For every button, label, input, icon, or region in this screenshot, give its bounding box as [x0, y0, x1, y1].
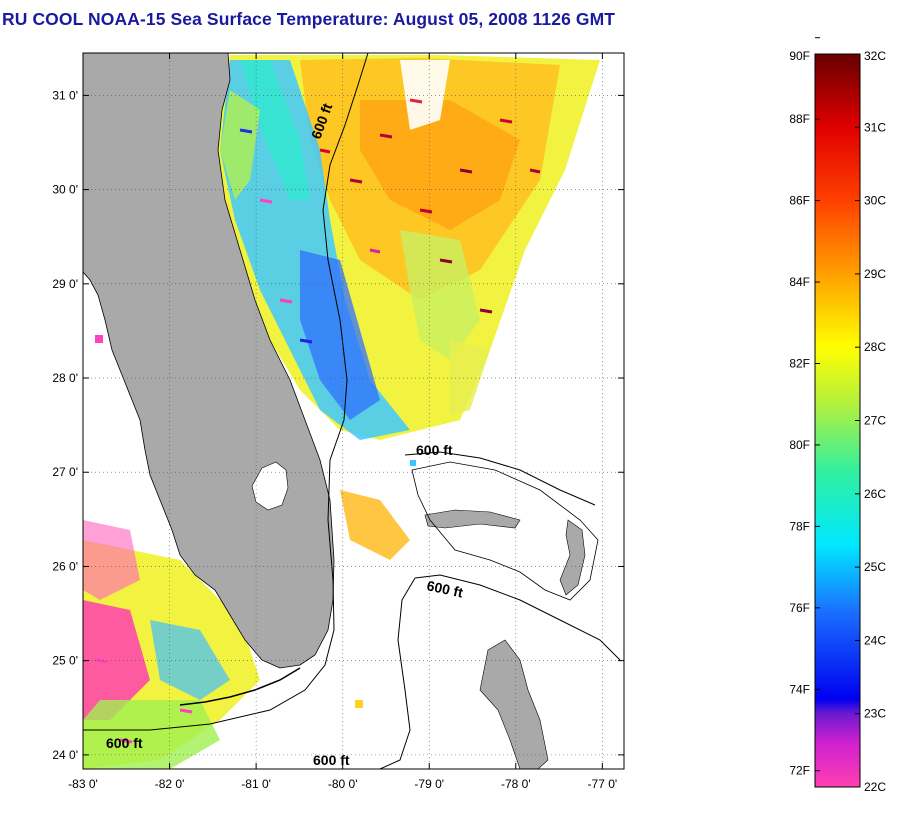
colorbar-c-label: 29C — [864, 267, 886, 281]
lon-tick-label: -77 0' — [588, 777, 618, 791]
lat-tick-label: 27 0' — [52, 465, 78, 479]
abaco-island — [559, 519, 586, 596]
lake-okeechobee — [251, 461, 289, 511]
longitude-axis-labels: -83 0' -82 0' -81 0' -80 0' -79 0' -78 0' -77 … — [68, 777, 617, 791]
colorbar-c-label: 23C — [864, 707, 886, 721]
isobath-600ft-bahamas-north — [404, 451, 596, 506]
lon-tick-label: -78 0' — [501, 777, 531, 791]
colorbar-f-label: 82F — [789, 356, 810, 370]
colorbar-c-label: 26C — [864, 487, 886, 501]
map-frame — [82, 52, 625, 770]
lon-tick-label: -79 0' — [414, 777, 444, 791]
lat-tick-label: 28 0' — [52, 371, 78, 385]
map-title: RU COOL NOAA-15 Sea Surface Temperature:… — [2, 9, 616, 29]
colorbar-c-label: 31C — [864, 120, 886, 134]
florida-landmass — [83, 53, 335, 669]
colorbar-fahrenheit-labels: 90F 88F 86F 84F 82F 80F 78F 76F 74F 72F — [789, 37, 820, 778]
latitude-axis-labels: 31 0' 30 0' 29 0' 28 0' 27 0' 26 0' 25 0' 24 0' — [52, 88, 78, 761]
lon-tick-label: -82 0' — [155, 777, 185, 791]
colorbar-f-label: 78F — [789, 519, 810, 533]
colorbar-f-label: 90F — [789, 49, 810, 63]
andros-island — [479, 639, 549, 769]
colorbar-c-label: 32C — [864, 49, 886, 63]
lat-tick-label: 24 0' — [52, 748, 78, 762]
colorbar-c-label: 25C — [864, 560, 886, 574]
colorbar-f-label: 88F — [789, 112, 810, 126]
isobath-600ft-tongue — [379, 577, 416, 769]
colorbar-f-label: 74F — [789, 682, 810, 696]
grand-bahama-island — [424, 509, 521, 529]
florida-keys — [179, 667, 301, 706]
lon-tick-label: -80 0' — [328, 777, 358, 791]
colorbar-f-label: 72F — [789, 764, 810, 778]
isobath-600ft-atlantic — [83, 53, 369, 731]
colorbar-c-label: 24C — [864, 633, 886, 647]
colorbar-f-label: 84F — [789, 275, 810, 289]
colorbar-f-label: 76F — [789, 601, 810, 615]
contour-label-600ft: 600 ft — [416, 442, 453, 458]
colorbar-c-label: 22C — [864, 780, 886, 794]
lat-tick-label: 26 0' — [52, 559, 78, 573]
sst-swath — [83, 55, 600, 769]
lon-tick-label: -83 0' — [68, 777, 98, 791]
colorbar-celsius-labels: 32C 31C 30C 29C 28C 27C 26C 25C 24C 23C 22C — [855, 49, 886, 794]
colorbar-c-label: 30C — [864, 194, 886, 208]
great-bahama-bank-outline — [411, 461, 599, 601]
colorbar-c-label: 28C — [864, 340, 886, 354]
isobath-600ft-bahamas-south — [414, 574, 621, 661]
contour-label-600ft: 600 ft — [106, 735, 143, 751]
contour-label-600ft: 600 ft — [425, 577, 464, 600]
colorbar-f-label: 86F — [789, 194, 810, 208]
contour-label-600ft: 600 ft — [313, 752, 350, 768]
colorbar-c-label: 27C — [864, 414, 886, 428]
lat-tick-label: 25 0' — [52, 654, 78, 668]
lon-tick-label: -81 0' — [241, 777, 271, 791]
lat-tick-label: 30 0' — [52, 183, 78, 197]
lat-tick-label: 31 0' — [52, 88, 78, 102]
colorbar: 90F 88F 86F 84F 82F 80F 78F 76F 74F 72F 32C 31C 30C… — [789, 37, 886, 794]
lat-tick-label: 29 0' — [52, 277, 78, 291]
colorbar-gradient — [814, 53, 861, 788]
colorbar-f-label: 80F — [789, 438, 810, 452]
